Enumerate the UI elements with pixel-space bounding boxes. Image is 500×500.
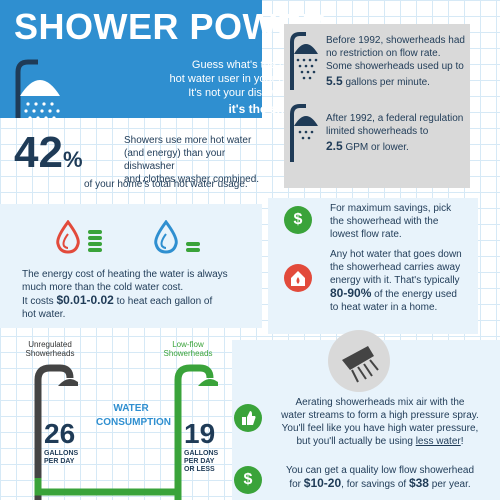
- before-amount: 5.5: [326, 74, 343, 88]
- cost-text: You can get a quality low flow showerhea…: [270, 464, 490, 491]
- energy-panel: [0, 204, 262, 328]
- aerating-line: Aerating showerheads mix air with the: [295, 397, 465, 408]
- energy-text: The energy cost of heating the water is …: [22, 268, 252, 321]
- energy-cost-prefix: It costs: [22, 296, 54, 307]
- intro-line: Guess what's the largest: [191, 59, 312, 71]
- stat-caption: of your home's total hot water usage.: [84, 179, 248, 190]
- lowflow-label: Low-flow Showerheads: [158, 340, 218, 358]
- unregulated-value: 26: [44, 418, 76, 449]
- after-unit: GPM or lower.: [345, 142, 409, 153]
- header-panel: [0, 0, 262, 118]
- aerating-line: but you'll actually be using: [296, 436, 413, 447]
- energy-line: The energy cost of heating the water is …: [22, 269, 228, 280]
- unregulated-pipe-icon: [34, 364, 78, 500]
- savings-line: lowest flow rate.: [330, 229, 402, 240]
- lowflow-stat: 19 GALLONS PER DAY OR LESS: [184, 418, 218, 474]
- lowflow-pipe-icon: [174, 364, 218, 500]
- intro-line: hot water user in your home?: [169, 73, 312, 85]
- lowflow-unit: OR LESS: [184, 466, 215, 473]
- unregulated-unit: PER DAY: [44, 458, 75, 465]
- aerating-line: You'll feel like you have high water pre…: [281, 423, 479, 434]
- hotwater-percent: 80-90%: [330, 286, 372, 300]
- showerhead-icon: [15, 59, 60, 120]
- unregulated-label-line: Unregulated: [28, 340, 72, 349]
- after-line: limited showerheads to: [326, 126, 429, 137]
- thumbs-up-icon: [234, 404, 262, 432]
- hotwater-line: the showerhead carries away: [330, 262, 461, 273]
- before-line: no restriction on flow rate.: [326, 48, 441, 59]
- energy-line: hot water.: [22, 309, 66, 320]
- unregulated-stat: 26 GALLONS PER DAY: [44, 418, 78, 466]
- aerating-text: Aerating showerheads mix air with the wa…: [270, 396, 490, 448]
- energy-line: much more than the cold water cost.: [22, 282, 184, 293]
- lowflow-value: 19: [184, 418, 216, 449]
- intro-line: It's not your dishwasher...: [188, 87, 312, 99]
- cost-suffix: per year.: [431, 479, 471, 490]
- hotwater-line: to heat water in a home.: [330, 302, 438, 313]
- unregulated-unit: GALLONS: [44, 450, 79, 457]
- savings-line: the showerhead with the: [330, 216, 439, 227]
- lowflow-unit: PER DAY: [184, 458, 215, 465]
- stat-text: Showers use more hot water (and energy) …: [124, 134, 274, 186]
- page-title: SHOWER POWER: [14, 6, 329, 47]
- stat-value: 42: [14, 128, 63, 177]
- after-line: After 1992, a federal regulation: [326, 113, 464, 124]
- hotwater-text: Any hot water that goes down the showerh…: [330, 248, 476, 314]
- intro-text: Guess what's the largest hot water user …: [92, 58, 312, 117]
- house-fire-icon: [284, 264, 312, 292]
- savings-line: For maximum savings, pick: [330, 203, 452, 214]
- consumption-label-line: WATER: [113, 403, 149, 414]
- unregulated-label: Unregulated Showerheads: [20, 340, 80, 358]
- cost-line: You can get a quality low flow showerhea…: [285, 465, 475, 476]
- lowflow-label-line: Low-flow: [172, 340, 204, 349]
- aerating-showerhead-icon: [328, 330, 390, 392]
- stat-text-line: Showers use more hot water: [124, 135, 252, 146]
- after-1992-text: After 1992, a federal regulation limited…: [326, 112, 470, 154]
- aerating-line: water streams to form a high pressure sp…: [281, 410, 479, 421]
- showerhead-icon: [290, 32, 318, 90]
- cost-middle: , for savings of: [341, 479, 407, 490]
- savings-text: For maximum savings, pick the showerhead…: [330, 202, 470, 241]
- cost-savings: $38: [408, 476, 429, 490]
- lowflow-unit: GALLONS: [184, 450, 219, 457]
- water-consumption-label: WATER CONSUMPTION: [96, 402, 171, 430]
- stat-text-line: and clothes washer combined.: [124, 174, 260, 185]
- cost-prefix: for: [289, 479, 301, 490]
- hotwater-suffix: of the energy used: [374, 289, 457, 300]
- before-1992-text: Before 1992, showerheads had no restrict…: [326, 34, 470, 89]
- cold-water-drop-icon: [154, 220, 200, 254]
- aerating-suffix: !: [460, 436, 464, 447]
- before-line: Before 1992, showerheads had: [326, 35, 465, 46]
- stat-text-line: (and energy) than your dishwasher: [124, 148, 226, 172]
- lowflow-label-line: Showerheads: [163, 349, 213, 358]
- stat-unit: %: [62, 147, 83, 172]
- before-line: Some showerheads used up to: [326, 61, 464, 72]
- dollar-icon: $: [284, 206, 312, 234]
- pipe-connector: [34, 478, 182, 496]
- energy-cost-suffix: to heat each gallon of: [116, 296, 213, 307]
- less-water-text: less water: [415, 436, 461, 447]
- stat-42: 42%: [14, 128, 83, 178]
- after-amount: 2.5: [326, 139, 343, 153]
- consumption-label-line: CONSUMPTION: [96, 417, 171, 428]
- energy-cost: $0.01-0.02: [56, 293, 114, 307]
- unregulated-label-line: Showerheads: [25, 349, 75, 358]
- before-unit: gallons per minute.: [345, 77, 430, 88]
- showerhead-icon: [290, 104, 318, 162]
- hot-water-drop-icon: [56, 220, 102, 254]
- hotwater-line: Any hot water that goes down: [330, 249, 462, 260]
- hotwater-line: energy with it. That's typically: [330, 275, 460, 286]
- cost-price: $10-20: [303, 476, 342, 490]
- dollar-icon: $: [234, 466, 262, 494]
